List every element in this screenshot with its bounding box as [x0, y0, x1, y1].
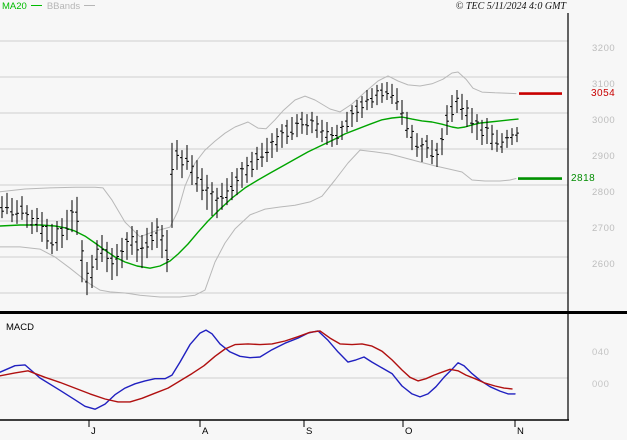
signal-line: [0, 330, 513, 403]
month-label-O: O: [405, 426, 413, 437]
ma20-line: [0, 116, 519, 269]
bbands-line-swatch-icon: [84, 4, 96, 6]
bbands-lower-line: [0, 149, 517, 298]
price-axis-label-2800: 2800: [592, 187, 616, 198]
resistance-value-label: 3054: [591, 88, 616, 99]
legend-ma20-label: MA20: [2, 1, 27, 12]
price-axis-label-2700: 2700: [592, 223, 616, 234]
month-label-J: J: [91, 426, 96, 437]
copyright-text: © TEC 5/11/2024 4:0 GMT: [455, 1, 566, 12]
price-axis-label-2900: 2900: [592, 151, 616, 162]
month-label-A: A: [202, 426, 209, 437]
macd-axis-tick-040: 040: [592, 347, 610, 358]
macd-axis-tick-000: 000: [592, 379, 610, 390]
support-value-label: 2818: [571, 173, 596, 184]
price-axis-label-3100: 3100: [592, 79, 616, 90]
month-label-S: S: [306, 426, 313, 437]
price-axis-label-2600: 2600: [592, 259, 616, 270]
ma20-line-swatch-icon: [30, 4, 42, 6]
price-axis-label-3200: 3200: [592, 43, 616, 54]
month-label-N: N: [517, 426, 524, 437]
legend-bbands-label: BBands: [46, 1, 81, 12]
bbands-upper-line: [0, 71, 517, 238]
price-axis-label-3000: 3000: [592, 115, 616, 126]
legend: MA20 BBands: [2, 1, 100, 13]
macd-line: [0, 329, 516, 410]
macd-panel-label: MACD: [6, 322, 34, 333]
